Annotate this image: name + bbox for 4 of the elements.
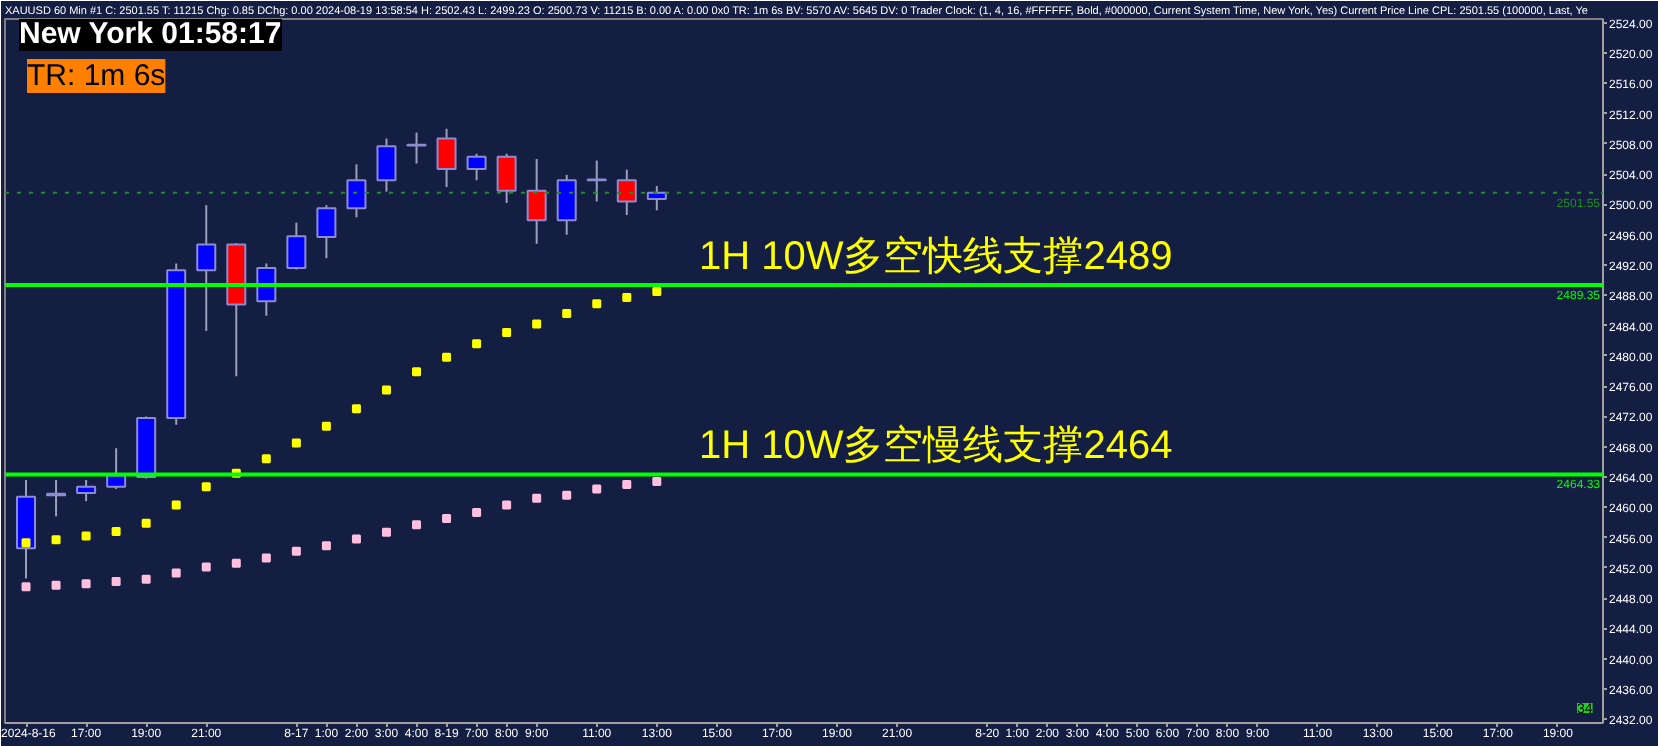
annotation: New York 01:58:17 [19,17,282,51]
annotation: 1H 10W多空快线支撑2489 [699,235,1173,280]
annotation: 1H 10W多空慢线支撑2464 [699,424,1173,469]
annotation: TR: 1m 6s [27,59,166,93]
